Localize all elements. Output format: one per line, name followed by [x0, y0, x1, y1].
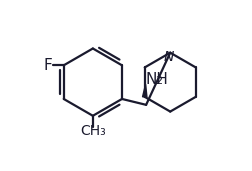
- Polygon shape: [142, 84, 146, 97]
- Text: CH₃: CH₃: [80, 124, 105, 139]
- Text: NH: NH: [145, 72, 168, 87]
- Text: N: N: [163, 50, 173, 64]
- Text: F: F: [43, 58, 52, 73]
- Text: 2: 2: [154, 76, 162, 86]
